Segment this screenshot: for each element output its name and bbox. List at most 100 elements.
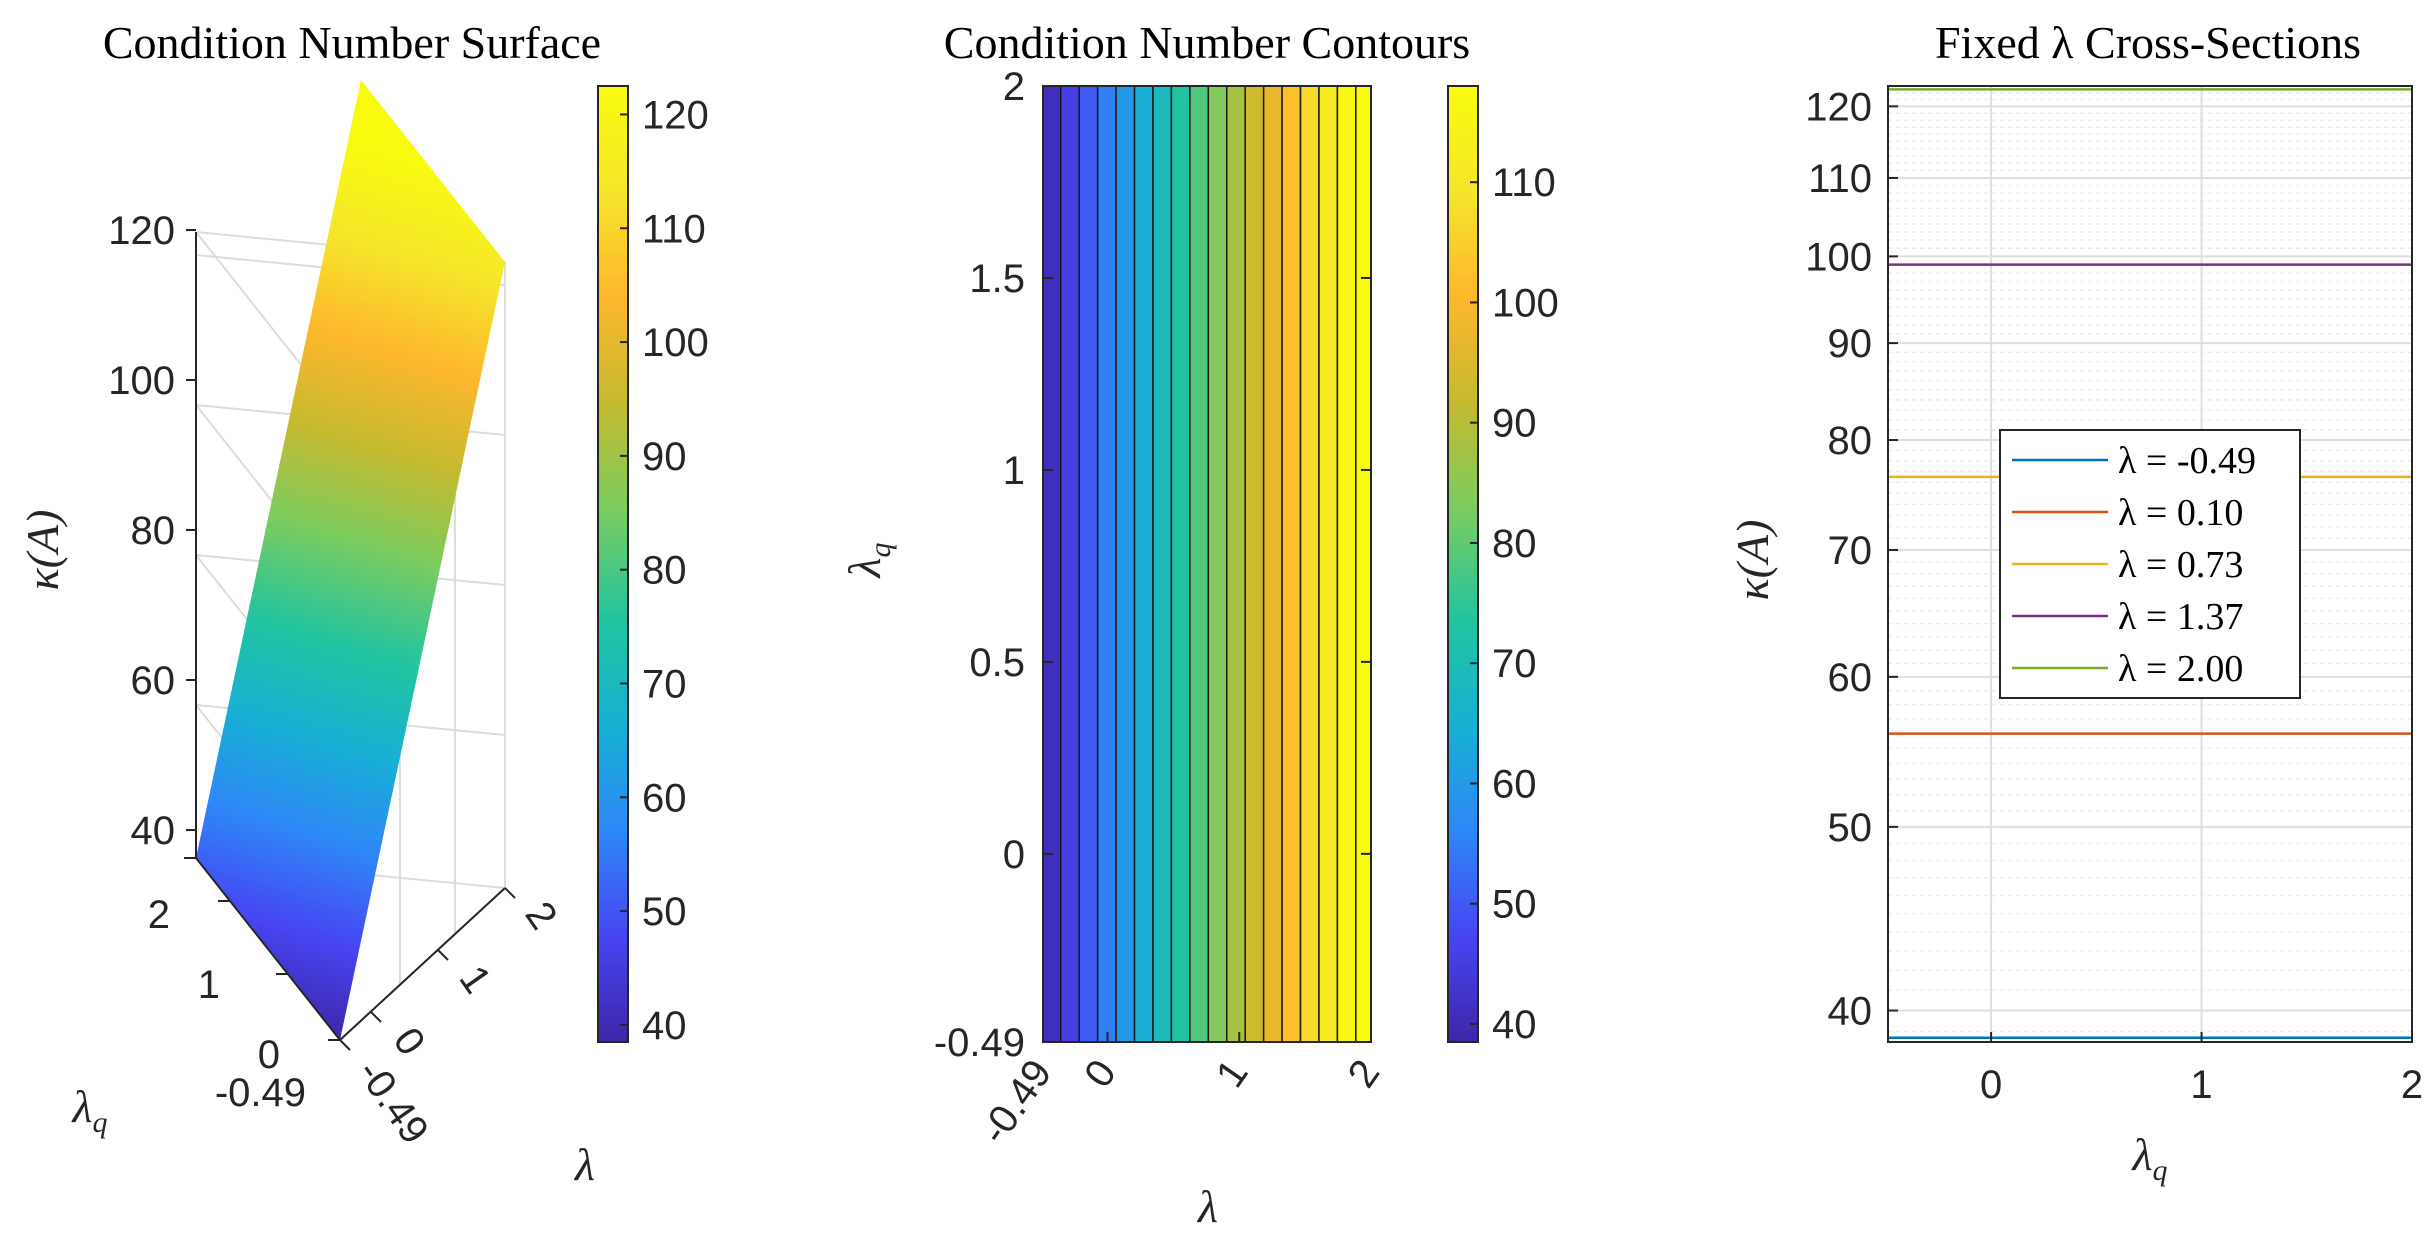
- surface-z-axis: [186, 229, 197, 858]
- line-y-tick-label: 80: [1828, 419, 1873, 463]
- contour-band: [1152, 85, 1173, 1043]
- contour-y-tick-label: 2: [1003, 65, 1025, 109]
- line-panel: Fixed λ Cross-Sections 40506070809010011…: [1727, 17, 2423, 1187]
- surface-colorbar: [597, 85, 629, 1043]
- contour-bands: [1042, 85, 1372, 1043]
- surface-mesh: [196, 80, 505, 1040]
- legend-label: λ = 0.73: [2118, 544, 2243, 586]
- line-y-tick-label: 70: [1828, 529, 1873, 573]
- contour-colorbar-tick-label: 70: [1492, 642, 1537, 686]
- line-title: Fixed λ Cross-Sections: [1935, 17, 2361, 68]
- line-x-ticks: 0 1 2: [1980, 1032, 2423, 1107]
- surface-y-tick-label: 1: [198, 963, 220, 1007]
- contour-band: [1281, 85, 1302, 1043]
- line-axes-box: [1887, 85, 2413, 1043]
- contour-y-tick-label: 0: [1003, 833, 1025, 877]
- contour-band: [1096, 85, 1117, 1043]
- line-x-tick-label: 1: [2190, 1063, 2212, 1107]
- line-x-label: λq: [2131, 1129, 2168, 1187]
- contour-band: [1299, 85, 1320, 1043]
- contour-colorbar-tick-label: 110: [1492, 161, 1556, 205]
- contour-band: [1078, 85, 1099, 1043]
- contour-band: [1115, 85, 1136, 1043]
- surface-z-tick-label: 60: [131, 659, 176, 703]
- contour-band: [1170, 85, 1191, 1043]
- contour-band: [1133, 85, 1154, 1043]
- line-y-label: κ(A): [1727, 520, 1778, 601]
- contour-band: [1226, 85, 1246, 1043]
- line-x-tick-label: 0: [1980, 1063, 2002, 1107]
- contour-panel: Condition Number Contours -0.49 0 0.5 1 1.5 2…: [839, 17, 1559, 1232]
- surface-y-tick-label: 0: [258, 1033, 280, 1077]
- legend-label: λ = 1.37: [2118, 596, 2243, 638]
- contour-colorbar-ticks: 40 50 60 70 80 90 100 110: [1470, 161, 1559, 1047]
- surface-colorbar-tick-label: 70: [642, 663, 687, 707]
- surface-z-tick-label: 100: [108, 359, 175, 403]
- contour-band: [1207, 85, 1228, 1043]
- line-y-tick-label: 50: [1828, 806, 1873, 850]
- contour-axes-box: [1042, 85, 1372, 1043]
- contour-band: [1244, 85, 1265, 1043]
- surface-x-tick-label: 1: [451, 958, 500, 1001]
- contour-y-tick-label: 1: [1003, 449, 1025, 493]
- contour-y-tick-label: -0.49: [934, 1021, 1025, 1065]
- contour-y-tick-label: 0.5: [969, 641, 1025, 685]
- contour-y-ticks: -0.49 0 0.5 1 1.5 2: [934, 65, 1371, 1065]
- surface-colorbar-tick-label: 50: [642, 890, 687, 934]
- contour-colorbar-tick-label: 90: [1492, 402, 1537, 446]
- contour-x-tick-label: 1: [1208, 1052, 1257, 1095]
- surface-y-tick-label: -0.49: [215, 1071, 306, 1115]
- line-y-tick-label: 120: [1805, 85, 1872, 129]
- contour-band: [1060, 85, 1080, 1043]
- surface-y-label: λq: [71, 1081, 108, 1139]
- surface-colorbar-tick-label: 110: [642, 207, 706, 251]
- surface-title: Condition Number Surface: [103, 17, 601, 68]
- line-y-tick-label: 100: [1805, 235, 1872, 279]
- surface-y-axis: [184, 857, 341, 1041]
- line-y-tick-label: 40: [1828, 990, 1873, 1034]
- line-y-tick-label: 90: [1828, 322, 1873, 366]
- contour-colorbar-tick-label: 40: [1492, 1003, 1537, 1047]
- contour-y-label: λq: [839, 543, 897, 580]
- legend-label: λ = 2.00: [2118, 648, 2243, 690]
- surface-z-tick-label: 120: [108, 209, 175, 253]
- surface-x-axis: [339, 887, 516, 1051]
- surface-colorbar-tick-label: 60: [642, 776, 687, 820]
- contour-band: [1042, 85, 1062, 1043]
- contour-band: [1318, 85, 1339, 1043]
- contour-band: [1262, 85, 1283, 1043]
- surface-colorbar-tick-label: 40: [642, 1004, 687, 1048]
- contour-colorbar-tick-label: 50: [1492, 883, 1537, 927]
- surface-x-tick-label: 0: [385, 1020, 434, 1063]
- contour-x-tick-label: 0: [1076, 1052, 1125, 1095]
- contour-colorbar-tick-label: 80: [1492, 522, 1537, 566]
- contour-title: Condition Number Contours: [944, 17, 1470, 68]
- line-x-tick-label: 2: [2401, 1063, 2423, 1107]
- surface-x-tick-label: 2: [517, 894, 566, 937]
- surface-x-tick-label: -0.49: [349, 1052, 437, 1152]
- legend-label: λ = -0.49: [2118, 440, 2256, 482]
- surface-colorbar-tick-label: 100: [642, 321, 709, 365]
- contour-band: [1189, 85, 1210, 1043]
- contour-colorbar: [1447, 85, 1479, 1043]
- line-y-tick-label: 60: [1828, 656, 1873, 700]
- surface-z-label: κ(A): [17, 510, 68, 591]
- contour-band: [1336, 85, 1357, 1043]
- surface-z-tick-label: 80: [131, 509, 176, 553]
- contour-x-tick-label: -0.49: [972, 1052, 1060, 1152]
- contour-x-ticks: -0.49 0 1 2: [972, 1032, 1388, 1152]
- line-legend: λ = -0.49 λ = 0.10 λ = 0.73 λ = 1.37 λ = 2.0…: [1999, 429, 2301, 699]
- surface-colorbar-tick-label: 90: [642, 435, 687, 479]
- line-y-tick-label: 110: [1808, 157, 1872, 201]
- contour-y-tick-label: 1.5: [969, 257, 1025, 301]
- surface-colorbar-tick-label: 120: [642, 93, 709, 137]
- surface-colorbar-tick-label: 80: [642, 549, 687, 593]
- contour-band: [1355, 85, 1372, 1043]
- surface-y-tick-label: 2: [148, 893, 170, 937]
- surface-panel: Condition Number Surface: [17, 17, 709, 1190]
- surface-z-tick-label: 40: [131, 809, 176, 853]
- contour-colorbar-tick-label: 60: [1492, 762, 1537, 806]
- surface-colorbar-ticks: 40 50 60 70 80 90 100 110 120: [620, 93, 709, 1048]
- contour-x-label: λ: [1196, 1181, 1218, 1232]
